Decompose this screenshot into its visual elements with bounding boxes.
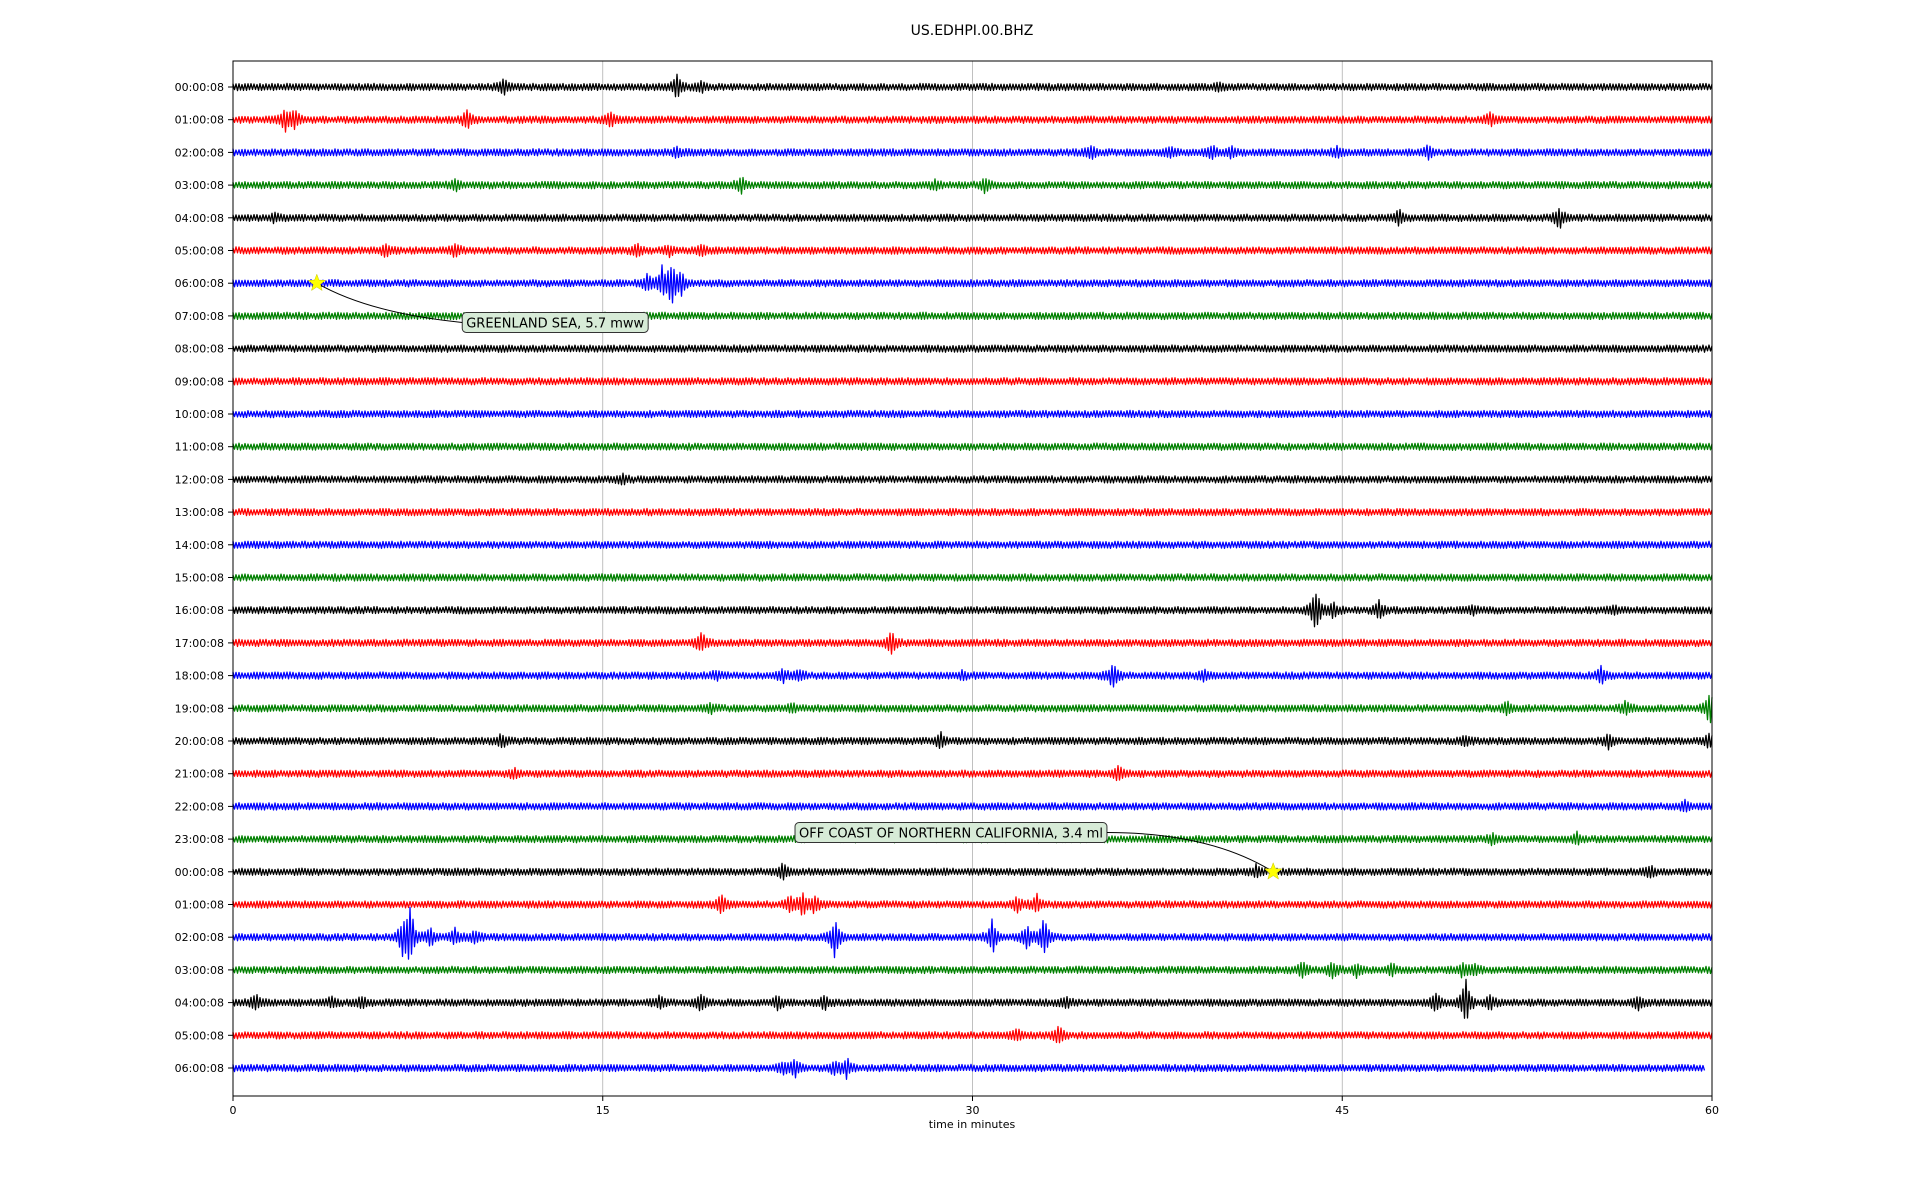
y-tick-label: 21:00:08 — [175, 768, 224, 781]
y-tick-label: 04:00:08 — [175, 212, 224, 225]
y-tick-label: 16:00:08 — [175, 604, 224, 617]
trace-8 — [232, 344, 1713, 353]
y-tick-label: 19:00:08 — [175, 702, 224, 715]
trace-26 — [232, 906, 1713, 960]
x-axis: 0 15 30 45 60 — [230, 1096, 1719, 1117]
y-tick-label: 01:00:08 — [175, 114, 224, 127]
event-marker — [307, 273, 327, 292]
y-tick-label: 03:00:08 — [175, 179, 224, 192]
y-tick-label: 18:00:08 — [175, 670, 224, 683]
y-tick-label: 00:00:08 — [175, 866, 224, 879]
y-tick-label: 22:00:08 — [175, 800, 224, 813]
trace-22 — [232, 798, 1713, 813]
trace-10 — [232, 409, 1713, 419]
y-tick-label: 02:00:08 — [175, 931, 224, 944]
trace-19 — [232, 694, 1713, 724]
event-label: GREENLAND SEA, 5.7 mww — [466, 316, 644, 331]
trace-1 — [232, 109, 1713, 133]
y-tick-label: 07:00:08 — [175, 310, 224, 323]
x-tick-label: 45 — [1335, 1104, 1349, 1117]
trace-21 — [232, 764, 1713, 782]
event-marker — [1264, 862, 1283, 880]
event-annotation: OFF COAST OF NORTHERN CALIFORNIA, 3.4 ml — [794, 822, 1283, 880]
event-label: OFF COAST OF NORTHERN CALIFORNIA, 3.4 ml — [799, 827, 1103, 842]
plot-frame — [232, 60, 1713, 1097]
trace-2 — [232, 144, 1713, 161]
event-annotation: GREENLAND SEA, 5.7 mww — [307, 273, 649, 333]
y-tick-label: 23:00:08 — [175, 833, 224, 846]
trace-5 — [232, 242, 1713, 259]
trace-24 — [232, 862, 1713, 881]
trace-13 — [232, 507, 1713, 517]
y-tick-label: 05:00:08 — [175, 245, 224, 258]
y-tick-label: 08:00:08 — [175, 343, 224, 356]
trace-6 — [232, 264, 1713, 304]
trace-27 — [232, 961, 1713, 980]
trace-28 — [232, 978, 1713, 1019]
trace-25 — [232, 892, 1713, 916]
trace-9 — [232, 377, 1713, 386]
y-tick-label: 01:00:08 — [175, 899, 224, 912]
y-tick-labels: 00:00:08 01:00:08 02:00:08 03:00:08 04:00:08… — [175, 81, 233, 1075]
y-tick-label: 14:00:08 — [175, 539, 224, 552]
y-tick-label: 17:00:08 — [175, 637, 224, 650]
y-tick-label: 13:00:08 — [175, 506, 224, 519]
y-tick-label: 05:00:08 — [175, 1029, 224, 1042]
traces — [232, 73, 1713, 1080]
y-tick-label: 15:00:08 — [175, 572, 224, 585]
y-tick-label: 06:00:08 — [175, 277, 224, 290]
annotation-arrow — [1106, 832, 1274, 873]
y-tick-label: 12:00:08 — [175, 473, 224, 486]
trace-11 — [232, 442, 1713, 451]
x-tick-label: 0 — [230, 1104, 237, 1117]
y-tick-label: 11:00:08 — [175, 441, 224, 454]
trace-30 — [232, 1057, 1706, 1080]
y-tick-label: 04:00:08 — [175, 997, 224, 1010]
trace-20 — [232, 731, 1713, 751]
trace-0 — [232, 73, 1713, 98]
trace-17 — [232, 632, 1713, 655]
y-tick-label: 09:00:08 — [175, 375, 224, 388]
trace-12 — [232, 472, 1713, 486]
y-tick-label: 00:00:08 — [175, 81, 224, 94]
y-tick-label: 06:00:08 — [175, 1062, 224, 1075]
event-annotations: GREENLAND SEA, 5.7 mww OFF COAST OF NORTH… — [307, 273, 1283, 880]
x-tick-label: 30 — [966, 1104, 980, 1117]
x-axis-label: time in minutes — [929, 1118, 1016, 1131]
x-tick-label: 60 — [1705, 1104, 1719, 1117]
annotation-arrow — [316, 282, 463, 323]
trace-15 — [232, 573, 1713, 582]
trace-4 — [232, 207, 1713, 229]
y-tick-label: 02:00:08 — [175, 146, 224, 159]
x-tick-label: 15 — [596, 1104, 610, 1117]
trace-16 — [232, 593, 1713, 628]
trace-3 — [232, 176, 1713, 195]
chart-title: US.EDHPI.00.BHZ — [911, 23, 1034, 39]
trace-14 — [232, 540, 1713, 550]
y-tick-label: 03:00:08 — [175, 964, 224, 977]
trace-18 — [232, 664, 1713, 688]
y-tick-label: 10:00:08 — [175, 408, 224, 421]
y-tick-label: 20:00:08 — [175, 735, 224, 748]
trace-29 — [232, 1025, 1713, 1044]
